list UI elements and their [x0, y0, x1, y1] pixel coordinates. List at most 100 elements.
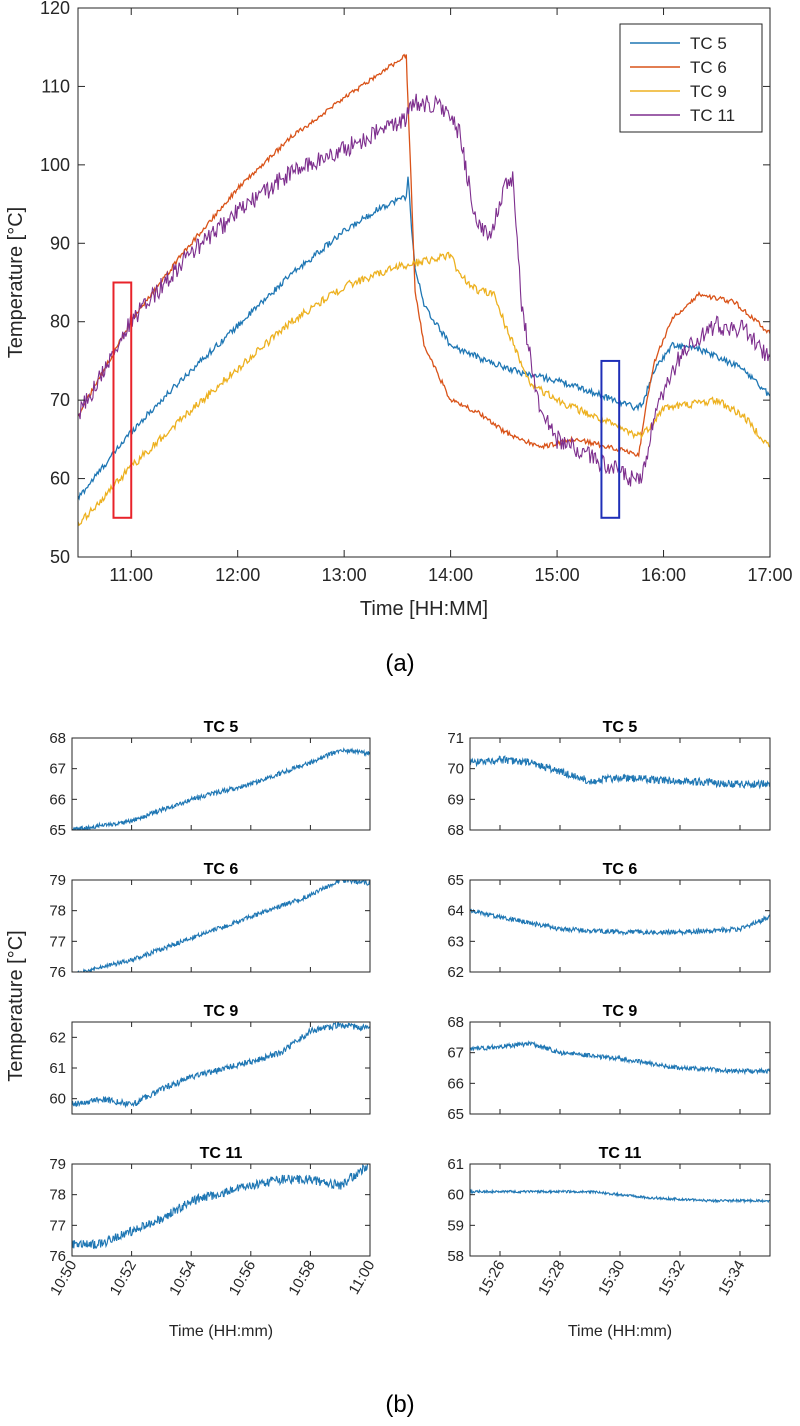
y-tick-label: 65 — [447, 872, 464, 889]
subplot-title: TC 6 — [204, 861, 239, 878]
subplot-title: TC 5 — [603, 719, 638, 736]
x-tick-label: 14:00 — [428, 565, 473, 585]
y-axis-label-shared: Temperature [°C] — [5, 930, 27, 1081]
y-tick-label: 110 — [41, 76, 70, 96]
subplot-plot-area — [72, 1022, 370, 1114]
subplot-axes-frame — [71, 737, 371, 831]
subplot-title: TC 5 — [204, 719, 239, 736]
subplot-series-line — [72, 747, 370, 830]
subplot-plot-area — [470, 1022, 770, 1114]
y-tick-label: 60 — [447, 1187, 464, 1204]
subplot-series-line — [72, 1022, 370, 1109]
x-tick-label: 13:00 — [322, 565, 367, 585]
legend-box — [619, 23, 763, 133]
y-tick-label: 120 — [40, 0, 70, 18]
panel-label-b: (b) — [385, 1391, 414, 1418]
y-tick-label: 67 — [447, 1045, 464, 1062]
x-tick-label: 10:54 — [166, 1258, 199, 1299]
x-tick-label: 15:28 — [535, 1258, 568, 1299]
x-tick-label: 11:00 — [346, 1258, 379, 1298]
x-tick-label: 17:00 — [747, 565, 792, 585]
legend-entry: TC 11 — [690, 106, 735, 125]
subplot-plot-area — [72, 880, 370, 972]
y-tick-label: 90 — [50, 233, 70, 253]
y-tick-label: 79 — [49, 872, 66, 889]
x-tick-label: 15:32 — [655, 1258, 688, 1299]
subplot-title: TC 9 — [204, 1003, 239, 1020]
y-tick-label: 62 — [49, 1029, 66, 1046]
y-tick-label: 78 — [49, 1187, 66, 1204]
y-tick-label: 64 — [447, 903, 464, 920]
y-tick-label: 68 — [447, 1014, 464, 1031]
y-tick-label: 65 — [49, 822, 66, 839]
x-axis-label: Time (HH:mm) — [568, 1323, 672, 1340]
y-tick-label: 77 — [49, 933, 66, 950]
x-tick-label: 12:00 — [215, 565, 260, 585]
highlight-box-red — [112, 281, 133, 519]
y-tick-label: 67 — [49, 761, 66, 778]
x-tick-label: 15:00 — [535, 565, 580, 585]
y-tick-label: 79 — [49, 1156, 66, 1173]
subplot-tc-6-col2: 62 63 64 65 TC 6 — [447, 861, 771, 981]
y-tick-label: 76 — [49, 964, 66, 981]
y-tick-label: 78 — [49, 903, 66, 920]
x-axis-label: Time [HH:MM] — [360, 598, 488, 620]
x-tick-label: 15:26 — [475, 1258, 508, 1299]
subplot-plot-area — [470, 880, 770, 972]
y-tick-label: 66 — [49, 791, 66, 808]
subplot-tc-9-col2: 65 66 67 68 TC 9 — [447, 1003, 771, 1123]
legend-entry: TC 5 — [690, 34, 727, 53]
x-tick-label: 15:34 — [715, 1258, 748, 1299]
subplot-tc-5-col1: 65 66 67 68 TC 5 — [49, 719, 371, 839]
subplot-title: TC 11 — [200, 1145, 243, 1162]
subplot-title: TC 6 — [603, 861, 638, 878]
subplot-series-line — [470, 908, 770, 937]
x-axis-label: Time (HH:mm) — [169, 1323, 273, 1340]
y-tick-label: 70 — [447, 761, 464, 778]
y-tick-label: 77 — [49, 1217, 66, 1234]
legend-entry: TC 6 — [690, 58, 727, 77]
x-tick-label: 10:58 — [285, 1258, 318, 1299]
y-tick-label: 66 — [447, 1075, 464, 1092]
subplot-series-line — [72, 1164, 370, 1250]
y-tick-label: 76 — [49, 1248, 66, 1265]
y-tick-label: 50 — [50, 547, 70, 567]
subplot-tc-11-col2: 58 59 60 61 TC 11 15:26 15:28 15:30 15:32 15:34 Ti… — [447, 1145, 771, 1340]
x-tick-label: 10:52 — [107, 1258, 140, 1299]
y-tick-label: 61 — [447, 1156, 464, 1173]
y-tick-label: 69 — [447, 791, 464, 808]
panel-a-axes-frame — [77, 7, 771, 558]
y-tick-label: 80 — [50, 312, 70, 332]
y-tick-label: 61 — [49, 1060, 66, 1077]
panel-a: 50 60 70 80 90 100 110 120 11:00 12:00 13:00 14:00 1… — [5, 0, 793, 677]
subplot-series-line — [77, 880, 370, 972]
series-line-tc-9 — [78, 251, 770, 527]
panel-a-series-group — [78, 53, 770, 527]
highlight-box-blue — [600, 359, 621, 519]
series-line-tc-5 — [78, 176, 770, 501]
y-tick-label: 71 — [447, 730, 464, 747]
legend: TC 5 TC 6 TC 9 TC 11 — [619, 23, 763, 133]
series-line-tc-6 — [78, 53, 770, 458]
x-tick-label: 15:30 — [595, 1258, 628, 1299]
subplot-plot-area — [470, 1164, 770, 1256]
y-tick-label: 58 — [447, 1248, 464, 1265]
panel-label-a: (a) — [385, 650, 414, 677]
subplot-tc-5-col2: 68 69 70 71 TC 5 — [447, 719, 771, 839]
y-tick-label: 65 — [447, 1106, 464, 1123]
y-tick-label: 60 — [49, 1091, 66, 1108]
subplot-series-line — [470, 1188, 770, 1205]
panel-b: 65 66 67 68 TC 5 76 77 78 79 TC 6 60 61 62 TC 9 76 77 78… — [5, 719, 771, 1418]
subplot-tc-9-col1: 60 61 62 TC 9 — [49, 1003, 371, 1115]
x-tick-label: 10:56 — [226, 1258, 259, 1299]
y-tick-label: 59 — [447, 1217, 464, 1234]
y-tick-label: 63 — [447, 933, 464, 950]
x-tick-label: 11:00 — [109, 565, 153, 585]
y-tick-label: 62 — [447, 964, 464, 981]
series-line-tc-11 — [78, 93, 770, 487]
y-tick-label: 68 — [447, 822, 464, 839]
subplot-title: TC 11 — [599, 1145, 642, 1162]
subplot-series-line — [470, 1040, 770, 1076]
